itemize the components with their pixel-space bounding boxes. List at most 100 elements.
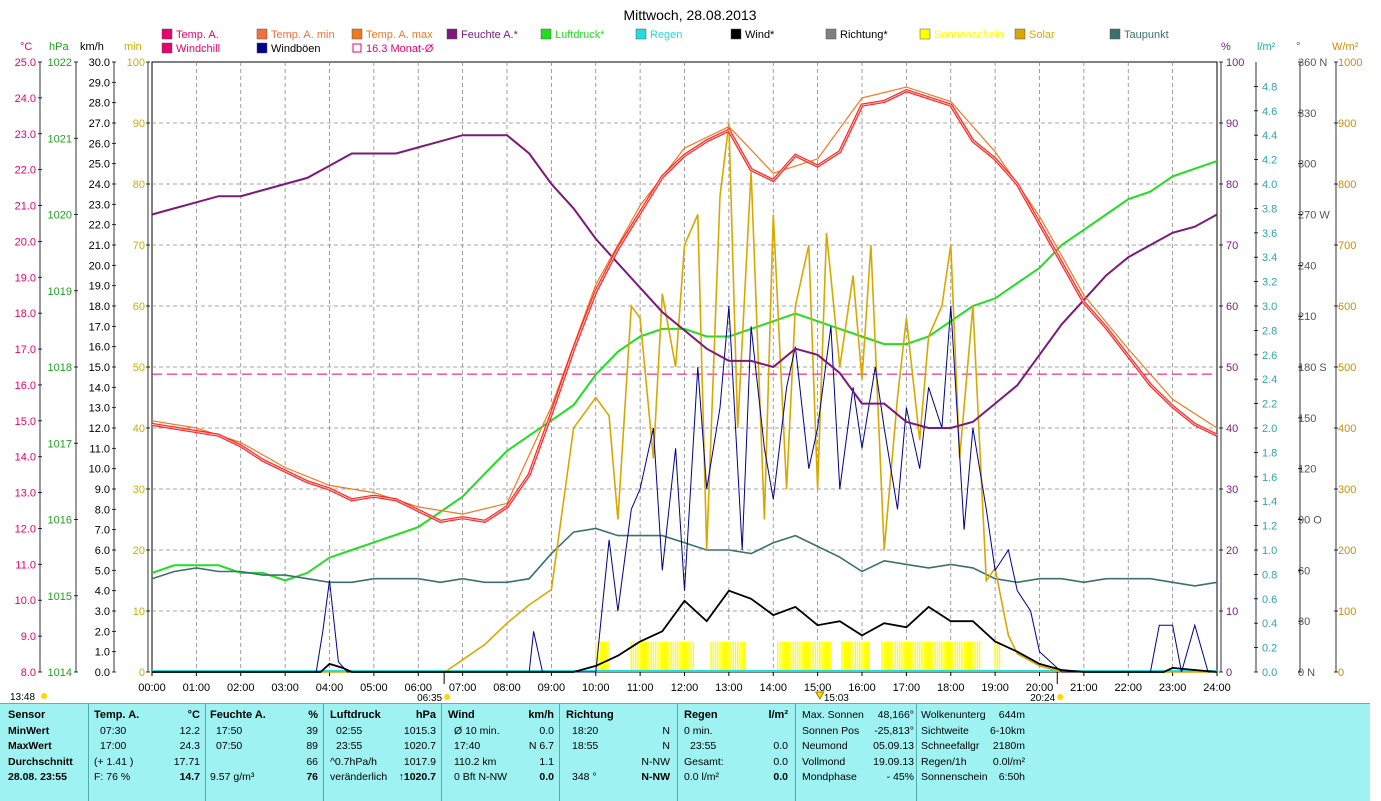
date-stamp: 28.08. 23:55	[8, 771, 67, 783]
rain-stats: Regen l/m² 0 min. 23:55 0.0 Gesamt: 0.0 0.0…	[684, 708, 788, 786]
wind-axis-tick: 16.0	[89, 342, 110, 354]
legend-item: Solar	[1014, 28, 1055, 41]
wind-max-time: 17:40	[454, 740, 481, 752]
pressure-axis-tick: 1019	[48, 286, 72, 298]
humidity-axis-tick: 30	[1226, 484, 1238, 496]
legend-label: Richtung*	[840, 29, 888, 41]
series-temp-a-inner	[151, 90, 1218, 522]
solar-axis-tick: 100	[1338, 606, 1356, 618]
wind-axis-tick: 0.0	[95, 667, 110, 679]
rain-axis-tick: 0.4	[1262, 618, 1277, 630]
legend-label: Wind*	[745, 29, 775, 41]
rain-foot-value: 0.0	[773, 771, 788, 783]
sun-info-label: Max. Sonnen	[802, 709, 864, 721]
rain-axis-tick: 3.2	[1262, 277, 1277, 289]
misc-info-label: Schneefallgr	[921, 740, 980, 752]
x-tick-label: 14:00	[759, 682, 787, 694]
x-tick-label: 20:00	[1026, 682, 1054, 694]
wind-axis-tick: 18.0	[89, 301, 110, 313]
series-windb-en	[152, 305, 1217, 673]
y-axes: 25.0 24.0 23.0 22.0 21.0 20.0 19.0 18.0 17.0 16.0…	[15, 57, 1363, 679]
legend-item: Wind*	[730, 28, 775, 41]
rain-total-label: Gesamt:	[684, 755, 724, 768]
pressure-max-time: 23:55	[336, 740, 363, 752]
x-tick-label: 23:00	[1159, 682, 1187, 694]
wind-axis-tick: 30.0	[89, 57, 110, 69]
sun-info-value: 19.09.13	[873, 755, 914, 768]
sunrise-icon	[444, 694, 451, 700]
pressure-axis-tick: 1015	[48, 591, 72, 603]
rain-axis-tick: 0.0	[1262, 667, 1277, 679]
rain-time: 23:55	[690, 740, 717, 752]
humidity-min-time: 17:50	[216, 724, 243, 737]
humidity-avg: 66	[306, 755, 318, 768]
durchschnitt-label: Durchschnitt	[8, 755, 73, 768]
solar-axis-tick: 300	[1338, 484, 1356, 496]
legend-swatch	[161, 42, 173, 54]
direction-max: N	[662, 740, 670, 752]
direction-axis-tick: 330	[1298, 108, 1316, 120]
legend-label: 16.3 Monat-Ø	[366, 43, 434, 55]
wind-axis-tick: 4.0	[95, 586, 110, 598]
temp-axis-tick: 20.0	[15, 236, 36, 248]
statistics-panel: Sensor MinWert MaxWert Durchschnitt 28.0…	[0, 703, 1370, 801]
pressure-min-time: 02:55	[336, 724, 363, 737]
temp-axis-tick: 9.0	[21, 631, 36, 643]
rain-axis-tick: 1.8	[1262, 447, 1277, 459]
rain-axis-tick: 3.8	[1262, 203, 1277, 215]
x-tick-label: 18:00	[937, 682, 965, 694]
x-tick-label: 01:00	[183, 682, 211, 694]
legend-item: Taupunkt	[1109, 28, 1169, 41]
x-tick-label: 13:00	[715, 682, 743, 694]
rain-value: 0.0	[773, 740, 788, 752]
temp-axis-tick: 14.0	[15, 452, 36, 464]
direction-axis-tick: 30	[1298, 616, 1310, 628]
wind-header: Wind	[448, 709, 475, 721]
rain-total: 0.0	[773, 755, 788, 768]
direction-axis-tick: 240	[1298, 260, 1316, 272]
pressure-header: Luftdruck	[330, 709, 381, 721]
rain-axis-tick: 4.2	[1262, 155, 1277, 167]
pressure-max: 1020.7	[403, 740, 436, 752]
minutes-axis-tick: 100	[127, 57, 145, 69]
pressure-foot-value: ↑1020.7	[398, 771, 436, 783]
legend-swatch	[635, 28, 647, 40]
wind-axis-tick: 17.0	[89, 321, 110, 333]
x-tick-label: 15:00	[804, 682, 832, 694]
humidity-axis-tick: 80	[1226, 179, 1238, 191]
solar-noon-time: 15:03	[824, 693, 849, 703]
rain-axis-tick: 2.0	[1262, 423, 1277, 435]
temp-min: 12.2	[179, 724, 200, 737]
plot-area	[151, 86, 1218, 673]
temp-avg: 17.71	[173, 755, 200, 768]
solar-axis-tick: 600	[1338, 301, 1356, 313]
x-tick-label: 21:00	[1070, 682, 1098, 694]
pressure-axis-tick: 1018	[48, 362, 72, 374]
legend-item: Windchill	[161, 42, 220, 55]
temp-header: Temp. A.	[94, 709, 140, 721]
wind-axis-tick: 2.0	[95, 626, 110, 638]
rain-axis-unit: l/m²	[1257, 41, 1276, 53]
x-tick-label: 12:00	[671, 682, 699, 694]
humidity-axis-tick: 40	[1226, 423, 1238, 435]
wind-axis-tick: 21.0	[89, 240, 110, 252]
wind-avg10-label: Ø 10 min.	[454, 724, 500, 737]
temp-axis-tick: 19.0	[15, 272, 36, 284]
misc-info-label: Sichtweite	[921, 724, 969, 737]
legend-label: Luftdruck*	[555, 29, 605, 41]
solar-axis-tick: 1000	[1338, 57, 1362, 69]
wind-foot-value: 0.0	[539, 771, 554, 783]
temp-unit: °C	[187, 709, 200, 721]
humidity-min: 39	[306, 724, 318, 737]
temp-axis-tick: 17.0	[15, 344, 36, 356]
temp-axis-tick: 22.0	[15, 165, 36, 177]
temp-max-time: 17:00	[100, 740, 127, 752]
temp-foot-label: F: 76 %	[94, 771, 131, 783]
wind-axis-tick: 1.0	[95, 647, 110, 659]
pressure-axis-tick: 1020	[48, 210, 72, 222]
legend-label: Windböen	[271, 43, 321, 55]
direction-axis-tick: 270 W	[1298, 210, 1330, 222]
misc-info-value: 0.0l/m²	[992, 755, 1025, 768]
solar-axis-tick: 500	[1338, 362, 1356, 374]
pressure-avg: 1017.9	[403, 755, 436, 768]
